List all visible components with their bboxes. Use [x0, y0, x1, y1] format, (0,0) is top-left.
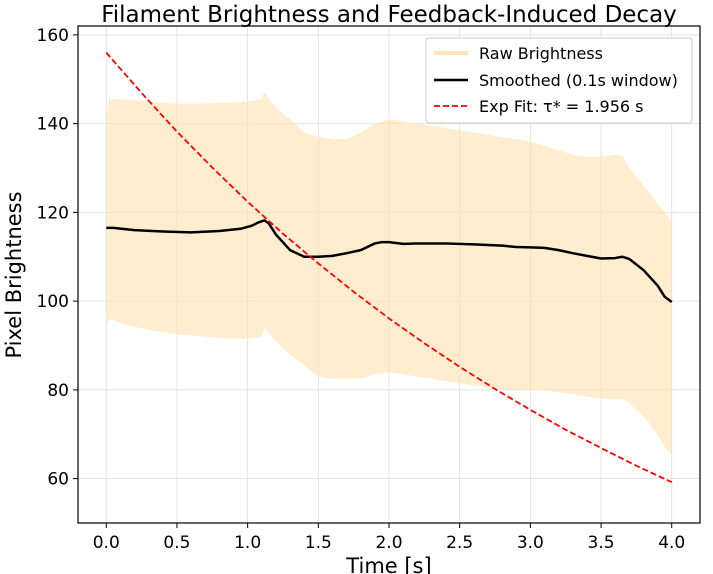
- x-tick-label: 0.5: [163, 533, 190, 553]
- chart-title: Filament Brightness and Feedback-Induced…: [101, 2, 677, 28]
- x-tick-label: 1.5: [305, 533, 332, 553]
- x-tick-label: 2.5: [446, 533, 473, 553]
- y-tick-label: 100: [37, 292, 69, 312]
- x-tick-label: 4.0: [658, 533, 685, 553]
- series-exp-fit-line: [105, 52, 673, 483]
- x-tick-label: 2.0: [375, 533, 402, 553]
- x-tick-label: 0.0: [93, 533, 120, 553]
- y-tick-label: 80: [47, 381, 69, 401]
- x-tick-label: 1.0: [234, 533, 261, 553]
- series-smoothed-line: [106, 219, 673, 304]
- y-tick-label: 60: [47, 470, 69, 490]
- legend-label-smoothed: Smoothed (0.1s window): [479, 71, 678, 90]
- y-tick-label: 120: [37, 203, 69, 223]
- plot-content: [105, 52, 673, 483]
- x-tick-label: 3.0: [517, 533, 544, 553]
- y-axis-label: Pixel Brightness: [2, 191, 26, 358]
- legend-label-exp-fit: Exp Fit: τ* = 1.956 s: [479, 97, 644, 116]
- series-raw-brightness-band: [106, 92, 672, 455]
- x-axis-label: Time [s]: [345, 554, 431, 574]
- x-tick-label: 3.5: [588, 533, 615, 553]
- y-tick-label: 140: [37, 115, 69, 135]
- legend: Raw Brightness Smoothed (0.1s window) Ex…: [425, 37, 693, 124]
- legend-label-raw-brightness: Raw Brightness: [479, 44, 603, 63]
- y-axis: 60 80 100 120 140 160: [37, 26, 78, 490]
- legend-box: [425, 37, 693, 124]
- x-axis: 0.0 0.5 1.0 1.5 2.0 2.5 3.0 3.5 4.0: [93, 523, 685, 553]
- y-tick-label: 160: [37, 26, 69, 46]
